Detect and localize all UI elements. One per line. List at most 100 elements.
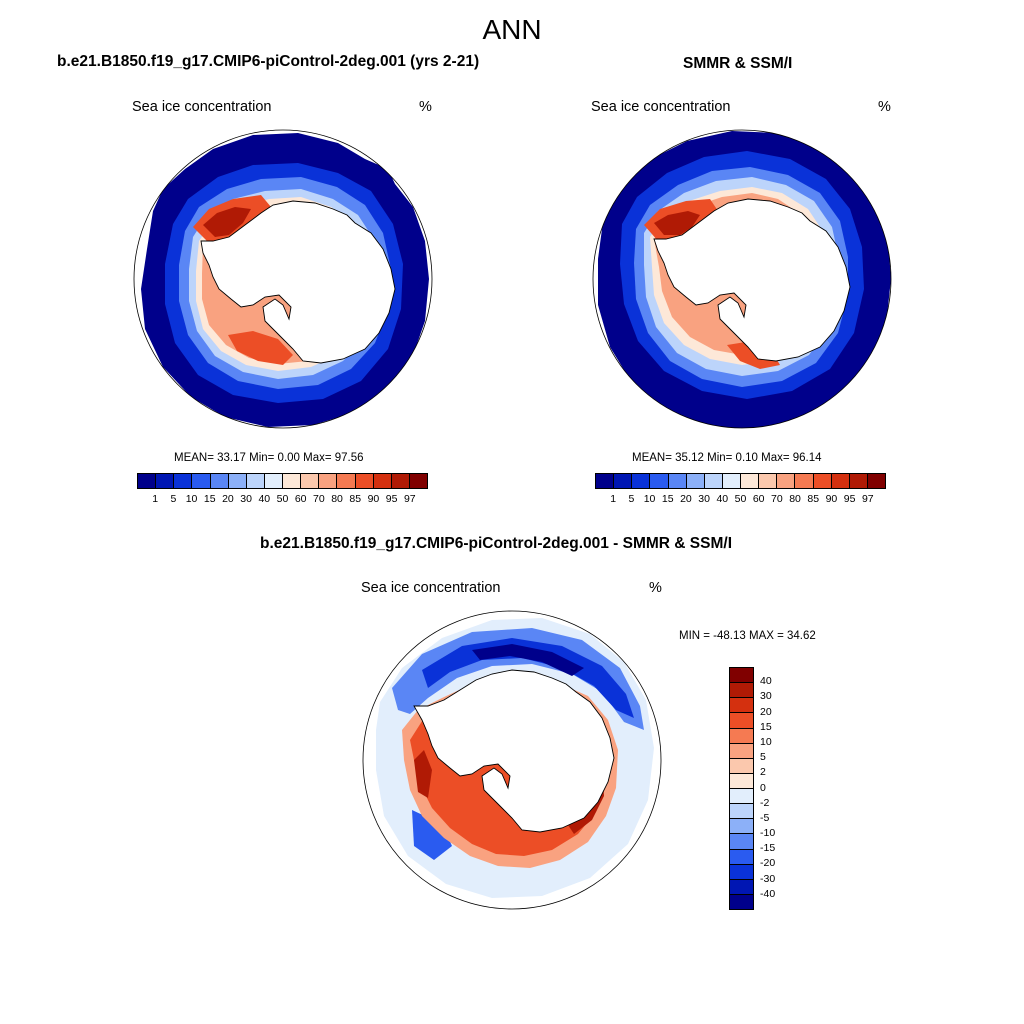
panel1-colorbar-color-cell bbox=[319, 474, 338, 488]
difference-colorbar-color-cell bbox=[730, 743, 753, 759]
difference-colorbar-color-cell bbox=[730, 668, 753, 684]
difference-colorbar-tick-label: 30 bbox=[760, 690, 772, 703]
difference-colorbar-tick-label: -30 bbox=[760, 872, 776, 885]
panel2-units-label: % bbox=[878, 99, 891, 115]
panel2-colorbar-tick-label: 5 bbox=[628, 493, 635, 505]
panel2-colorbar bbox=[595, 473, 886, 489]
difference-colorbar bbox=[729, 667, 754, 910]
panel1-colorbar-color-cell bbox=[283, 474, 302, 488]
panel1-colorbar bbox=[137, 473, 428, 489]
difference-colorbar-tick-label: -2 bbox=[760, 796, 770, 809]
panel2-colorbar-color-cell bbox=[795, 474, 814, 488]
panel2-colorbar-color-cell bbox=[741, 474, 760, 488]
difference-colorbar-tick-label: -10 bbox=[760, 827, 776, 840]
difference-colorbar-color-cell bbox=[730, 864, 753, 880]
panel2-colorbar-tick-label: 95 bbox=[843, 493, 856, 505]
difference-colorbar-color-cell bbox=[730, 789, 753, 805]
difference-colorbar-tick-label: -40 bbox=[760, 887, 776, 900]
panel1-colorbar-color-cell bbox=[156, 474, 175, 488]
panel2-colorbar-tick-label: 15 bbox=[661, 493, 674, 505]
antarctica-landmass bbox=[200, 200, 396, 364]
panel2-colorbar-color-cell bbox=[777, 474, 796, 488]
panel1-colorbar-tick-label: 70 bbox=[313, 493, 325, 505]
panel2-colorbar-color-cell bbox=[632, 474, 651, 488]
panel1-colorbar-tick-label: 80 bbox=[331, 493, 343, 505]
panel2-colorbar-tick-label: 40 bbox=[716, 493, 729, 505]
panel1-colorbar-tick-label: 50 bbox=[276, 493, 289, 505]
antarctica-landmass-obs bbox=[653, 198, 851, 362]
panel1-colorbar-tick-label: 97 bbox=[403, 493, 416, 505]
antarctica-landmass-diff bbox=[413, 669, 615, 833]
panel2-colorbar-tick-label: 85 bbox=[807, 493, 820, 505]
panel1-colorbar-color-cell bbox=[301, 474, 320, 488]
panel2-stats: MEAN= 35.12 Min= 0.10 Max= 96.14 bbox=[632, 452, 822, 464]
panel1-colorbar-color-cell bbox=[228, 474, 247, 488]
difference-colorbar-tick-label: 10 bbox=[760, 735, 772, 748]
panel1-colorbar-tick-label: 15 bbox=[203, 493, 216, 505]
panel2-colorbar-tick-label: 10 bbox=[643, 493, 656, 505]
difference-sea-ice-map bbox=[362, 610, 662, 910]
panel2-colorbar-tick-label: 20 bbox=[680, 493, 692, 505]
panel3-variable-label: Sea ice concentration bbox=[361, 580, 501, 596]
difference-colorbar-tick-label: 40 bbox=[760, 675, 772, 688]
panel3-units-label: % bbox=[649, 580, 662, 596]
difference-colorbar-tick-label: 20 bbox=[760, 705, 772, 718]
panel2-colorbar-color-cell bbox=[759, 474, 778, 488]
panel1-colorbar-color-cell bbox=[391, 474, 410, 488]
panel3-title: b.e21.B1850.f19_g17.CMIP6-piControl-2deg… bbox=[260, 535, 733, 552]
panel2-colorbar-color-cell bbox=[686, 474, 705, 488]
panel2-colorbar-color-cell bbox=[596, 474, 615, 488]
panel2-colorbar-color-cell bbox=[831, 474, 850, 488]
panel1-colorbar-color-cell bbox=[373, 474, 392, 488]
difference-colorbar-color-cell bbox=[730, 773, 753, 789]
panel2-colorbar-color-cell bbox=[704, 474, 723, 488]
difference-colorbar-color-cell bbox=[730, 758, 753, 774]
panel1-colorbar-color-cell bbox=[264, 474, 283, 488]
panel2-colorbar-tick-label: 1 bbox=[610, 493, 617, 505]
difference-colorbar-color-cell bbox=[730, 713, 753, 729]
panel2-colorbar-color-cell bbox=[813, 474, 832, 488]
panel1-colorbar-color-cell bbox=[192, 474, 211, 488]
observed-sea-ice-map bbox=[592, 129, 892, 429]
difference-colorbar-color-cell bbox=[730, 804, 753, 820]
panel2-colorbar-tick-label: 30 bbox=[698, 493, 710, 505]
panel1-colorbar-tick-label: 60 bbox=[294, 493, 307, 505]
main-title: ANN bbox=[482, 14, 542, 45]
panel1-colorbar-tick-label: 5 bbox=[170, 493, 177, 505]
panel1-colorbar-tick-label: 10 bbox=[185, 493, 198, 505]
panel2-colorbar-tick-label: 97 bbox=[861, 493, 874, 505]
difference-colorbar-tick-label: -5 bbox=[760, 811, 770, 824]
panel2-colorbar-tick-label: 50 bbox=[734, 493, 747, 505]
panel1-colorbar-tick-label: 85 bbox=[349, 493, 362, 505]
panel2-title: SMMR & SSM/I bbox=[683, 55, 793, 72]
panel1-colorbar-color-cell bbox=[246, 474, 265, 488]
difference-colorbar-tick-label: 5 bbox=[760, 751, 766, 764]
difference-colorbar-tick-label: 15 bbox=[760, 720, 772, 733]
panel1-colorbar-tick-label: 20 bbox=[222, 493, 234, 505]
panel2-colorbar-tick-label: 80 bbox=[789, 493, 801, 505]
panel1-colorbar-tick-label: 90 bbox=[367, 493, 380, 505]
difference-colorbar-color-cell bbox=[730, 834, 753, 850]
panel1-colorbar-tick-label: 30 bbox=[240, 493, 252, 505]
difference-colorbar-tick-label: -20 bbox=[760, 857, 776, 870]
panel2-colorbar-tick-label: 90 bbox=[825, 493, 838, 505]
panel2-colorbar-color-cell bbox=[650, 474, 669, 488]
difference-colorbar-tick-label: 0 bbox=[760, 781, 766, 794]
panel1-colorbar-color-cell bbox=[210, 474, 229, 488]
panel1-colorbar-color-cell bbox=[409, 474, 427, 488]
panel1-colorbar-color-cell bbox=[138, 474, 157, 488]
panel1-colorbar-tick-label: 95 bbox=[385, 493, 398, 505]
panel1-colorbar-tick-label: 40 bbox=[258, 493, 271, 505]
panel3-minmax: MIN = -48.13 MAX = 34.62 bbox=[679, 630, 816, 642]
panel1-variable-label: Sea ice concentration bbox=[132, 99, 272, 115]
panel2-variable-label: Sea ice concentration bbox=[591, 99, 731, 115]
difference-colorbar-tick-label: 2 bbox=[760, 766, 766, 779]
difference-colorbar-color-cell bbox=[730, 849, 753, 865]
difference-colorbar-color-cell bbox=[730, 894, 753, 909]
panel2-colorbar-tick-label: 60 bbox=[752, 493, 765, 505]
panel2-colorbar-tick-label: 70 bbox=[771, 493, 783, 505]
model-sea-ice-map bbox=[133, 129, 433, 429]
difference-colorbar-color-cell bbox=[730, 819, 753, 835]
difference-colorbar-tick-label: -15 bbox=[760, 842, 776, 855]
panel1-colorbar-color-cell bbox=[337, 474, 356, 488]
